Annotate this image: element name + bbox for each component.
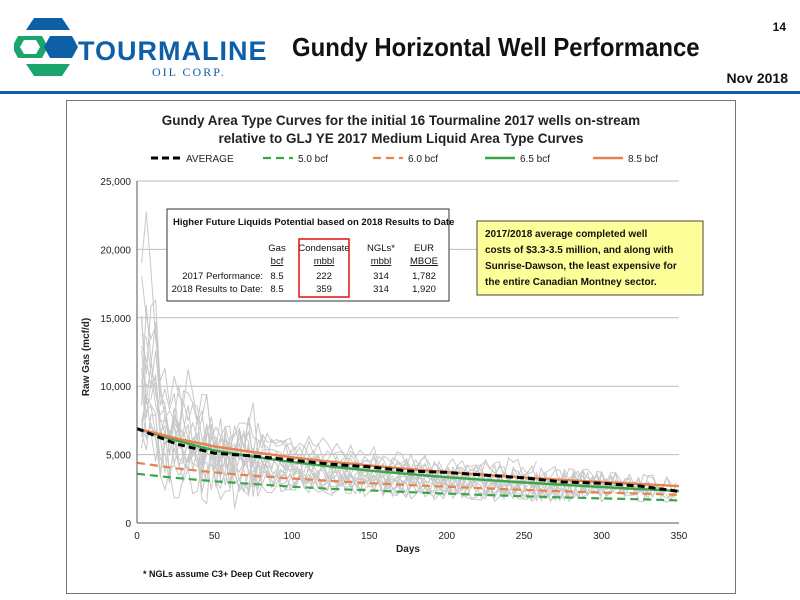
table-cell: 1,920 xyxy=(412,284,436,295)
cost-callout: 2017/2018 average completed well costs o… xyxy=(476,220,704,296)
callout-line: 2017/2018 average completed well xyxy=(485,229,648,240)
y-tick-label: 20,000 xyxy=(100,245,131,256)
table-cell: 1,782 xyxy=(412,271,436,282)
x-axis-label: Days xyxy=(396,544,420,555)
table-cell: 222 xyxy=(316,271,332,282)
chart-series xyxy=(136,427,680,502)
y-tick-label: 0 xyxy=(125,519,131,530)
well-trace xyxy=(141,276,677,493)
chart-panel: Gundy Area Type Curves for the initial 1… xyxy=(66,100,736,594)
x-tick-label: 100 xyxy=(284,531,301,542)
y-tick-label: 10,000 xyxy=(100,382,131,393)
logo-wordmark: TOURMALINE xyxy=(78,36,268,66)
header-divider xyxy=(0,91,800,94)
table-head-gas: Gas xyxy=(268,243,286,254)
x-tick-label: 50 xyxy=(209,531,221,542)
callout-line: costs of $3.3-3.5 million, and along wit… xyxy=(485,245,673,256)
series-line-6-5-bcf xyxy=(136,427,680,493)
y-tick-label: 15,000 xyxy=(100,314,131,325)
ngl-footnote: * NGLs assume C3+ Deep Cut Recovery xyxy=(143,569,313,579)
x-tick-label: 300 xyxy=(593,531,610,542)
legend-label: 6.5 bcf xyxy=(520,154,550,165)
type-curve-chart: Gundy Area Type Curves for the initial 1… xyxy=(81,113,704,579)
table-unit-ngls: mbbl xyxy=(371,256,392,267)
well-trace xyxy=(141,404,649,503)
table-cell: 8.5 xyxy=(270,284,283,295)
table-head-eur: EUR xyxy=(414,243,434,254)
liquids-table: Higher Future Liquids Potential based on… xyxy=(166,208,454,302)
logo-subtitle: OIL CORP. xyxy=(152,65,226,79)
company-logo: TOURMALINE OIL CORP. xyxy=(12,14,267,80)
x-tick-label: 250 xyxy=(516,531,533,542)
legend-label: 6.0 bcf xyxy=(408,154,438,165)
x-tick-label: 200 xyxy=(438,531,455,542)
y-tick-label: 25,000 xyxy=(100,177,131,188)
legend-label: AVERAGE xyxy=(186,154,234,165)
table-head-ngls: NGLs* xyxy=(367,243,395,254)
table-unit-eur: MBOE xyxy=(410,256,438,267)
x-tick-label: 150 xyxy=(361,531,378,542)
table-cell: 359 xyxy=(316,284,332,295)
table-row-label: 2018 Results to Date: xyxy=(172,284,263,295)
y-axis-label: Raw Gas (mcf/d) xyxy=(81,318,92,396)
table-cell: 314 xyxy=(373,284,389,295)
callout-line: Sunrise-Dawson, the least expensive for xyxy=(485,261,677,272)
series-line-average xyxy=(136,427,680,493)
table-cell: 8.5 xyxy=(270,271,283,282)
well-trace xyxy=(141,414,570,503)
report-date: Nov 2018 xyxy=(726,70,788,86)
chart-subtitle: relative to GLJ YE 2017 Medium Liquid Ar… xyxy=(218,131,583,146)
chart-title: Gundy Area Type Curves for the initial 1… xyxy=(162,113,640,128)
table-title: Higher Future Liquids Potential based on… xyxy=(173,217,454,228)
chart-axes: 0 5,000 10,000 15,000 20,000 25,000 0 50 100 150 2… xyxy=(100,177,687,542)
table-unit-condensate: mbbl xyxy=(314,256,335,267)
page-title: Gundy Horizontal Well Performance xyxy=(292,32,700,62)
chart-legend: AVERAGE 5.0 bcf 6.0 bcf 6.5 bcf 8.5 bcf xyxy=(151,154,658,165)
legend-label: 5.0 bcf xyxy=(298,154,328,165)
x-tick-label: 350 xyxy=(671,531,688,542)
callout-line: the entire Canadian Montney sector. xyxy=(485,277,657,288)
logo-hexagon-icon xyxy=(12,18,78,76)
condensate-highlight-box xyxy=(298,238,350,298)
x-tick-label: 0 xyxy=(134,531,140,542)
table-row-label: 2017 Performance: xyxy=(182,271,263,282)
y-tick-label: 5,000 xyxy=(106,451,131,462)
table-cell: 314 xyxy=(373,271,389,282)
legend-label: 8.5 bcf xyxy=(628,154,658,165)
table-unit-gas: bcf xyxy=(271,256,284,267)
page-number: 14 xyxy=(772,20,786,34)
table-head-condensate: Condensate xyxy=(298,243,349,254)
